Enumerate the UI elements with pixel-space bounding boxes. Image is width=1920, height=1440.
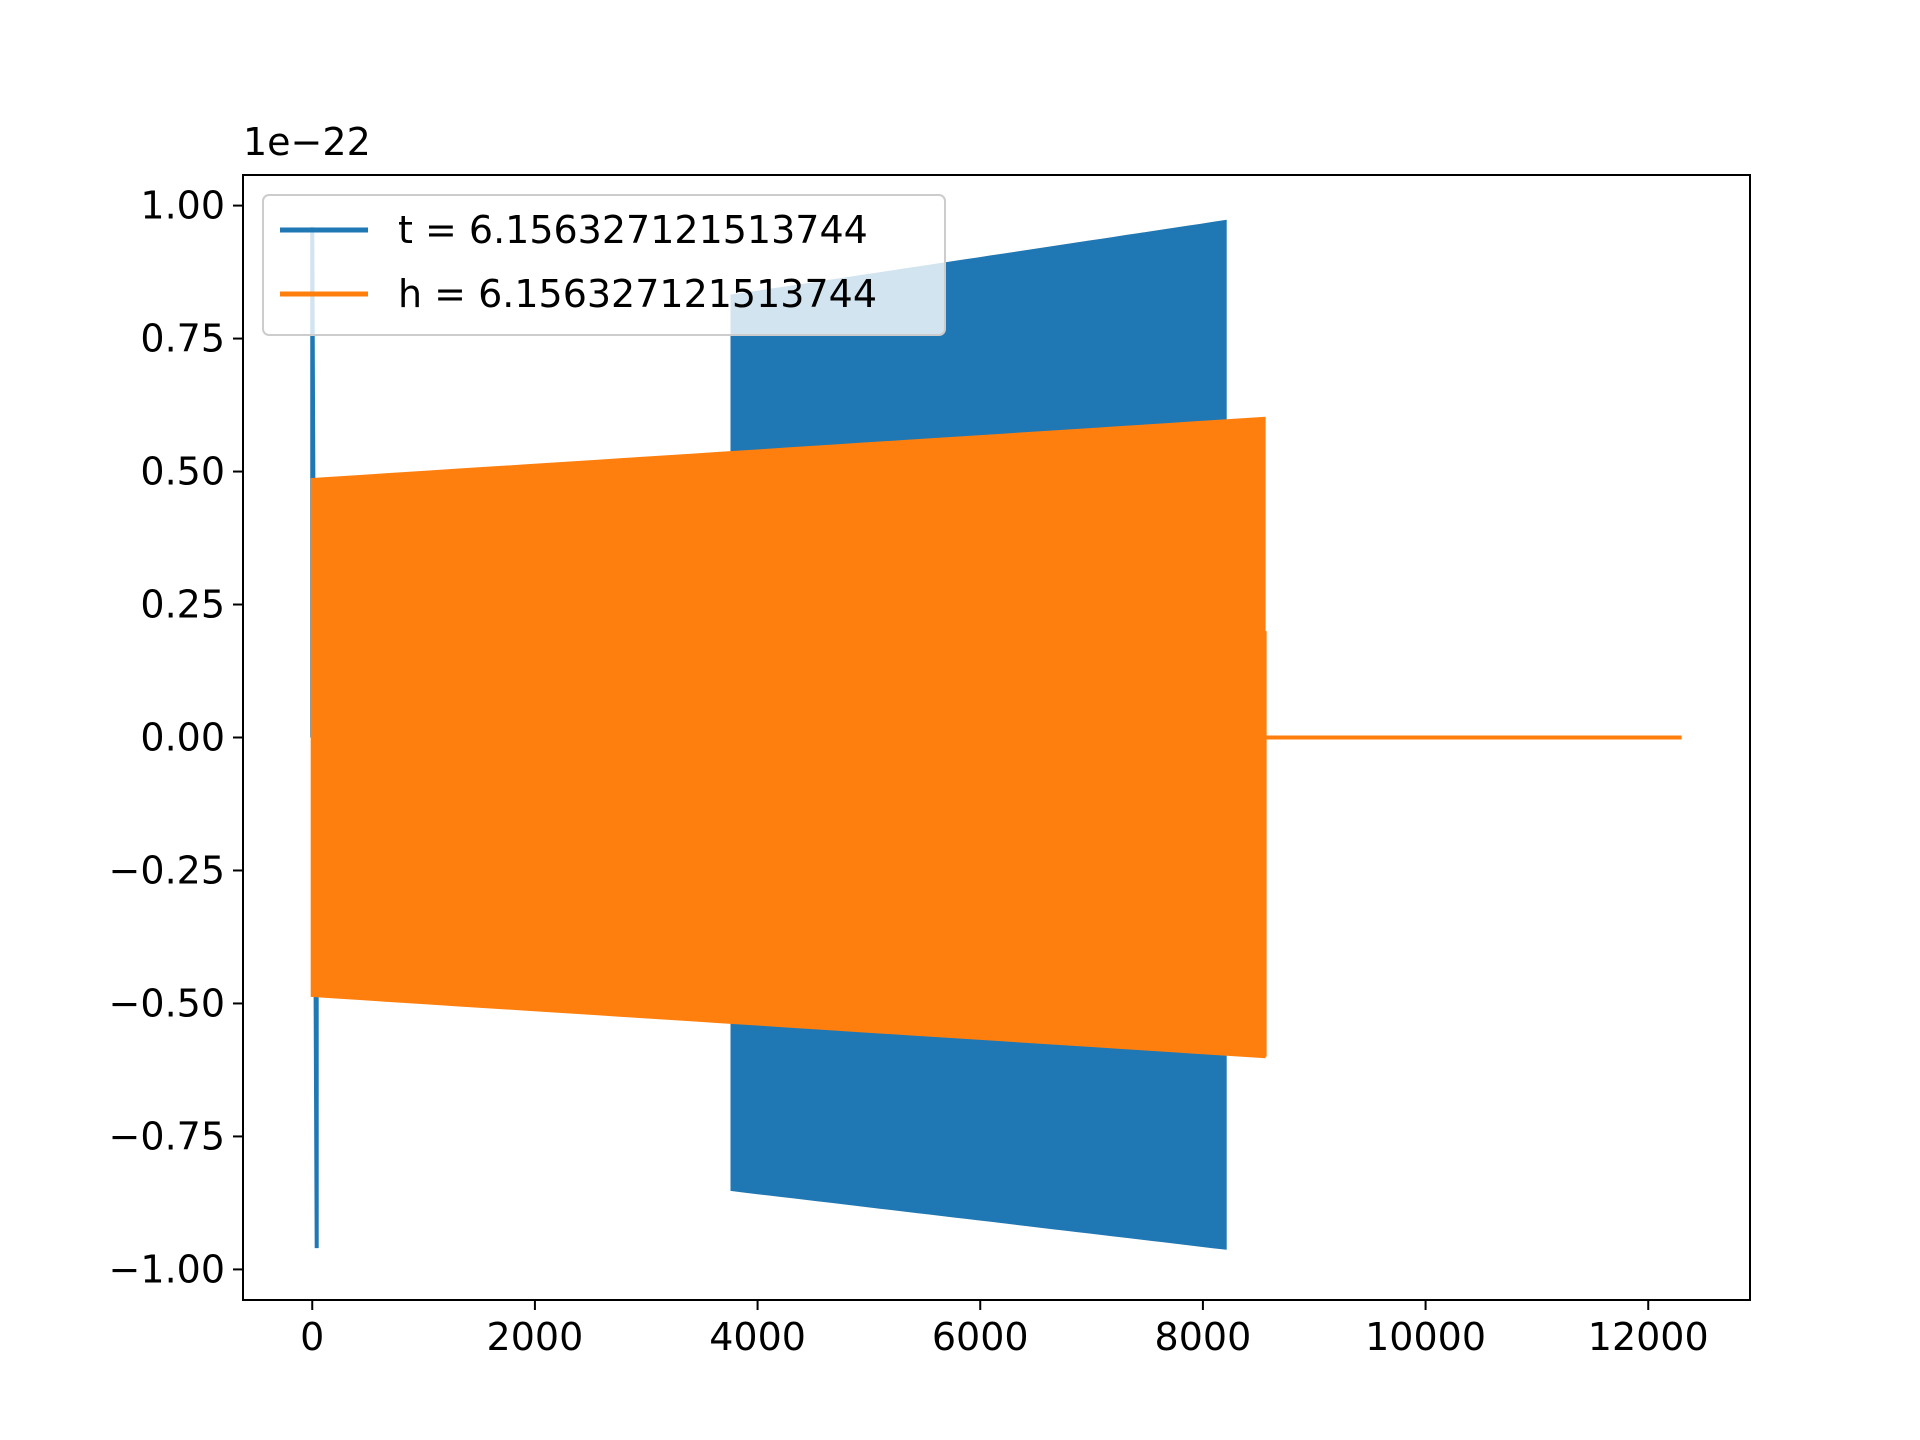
x-tick-label: 10000 — [1365, 1315, 1486, 1359]
y-tick-label: 0.00 — [140, 716, 225, 760]
legend-label-0: t = 6.156327121513744 — [398, 208, 868, 252]
x-tick-label: 2000 — [487, 1315, 584, 1359]
series-h-band-envelope — [310, 416, 1266, 1059]
legend: t = 6.156327121513744 h = 6.1563271215137… — [262, 194, 946, 336]
y-tick-label: −0.50 — [109, 981, 225, 1025]
legend-label-1: h = 6.156327121513744 — [398, 272, 877, 316]
y-axis: −1.00 −0.75 −0.50 −0.25 0.00 0.25 0.50 0.75 1.00 — [109, 184, 243, 1291]
x-tick-label: 0 — [300, 1315, 324, 1359]
plot-area — [310, 219, 1682, 1250]
x-tick-label: 12000 — [1588, 1315, 1709, 1359]
y-tick-label: −0.75 — [109, 1114, 225, 1158]
y-axis-offset-label: 1e−22 — [243, 120, 371, 164]
y-tick-label: 0.50 — [140, 450, 225, 494]
y-tick-label: 0.75 — [140, 317, 225, 361]
x-tick-label: 4000 — [709, 1315, 806, 1359]
y-tick-label: −0.25 — [109, 848, 225, 892]
x-tick-label: 8000 — [1155, 1315, 1252, 1359]
y-tick-label: 0.25 — [140, 583, 225, 627]
legend-box — [262, 194, 946, 336]
series-h-band — [310, 416, 1266, 1059]
x-axis: 0 2000 4000 6000 8000 10000 12000 — [300, 1300, 1709, 1359]
y-tick-label: −1.00 — [109, 1247, 225, 1291]
y-tick-label: 1.00 — [140, 184, 225, 228]
x-tick-label: 6000 — [932, 1315, 1029, 1359]
